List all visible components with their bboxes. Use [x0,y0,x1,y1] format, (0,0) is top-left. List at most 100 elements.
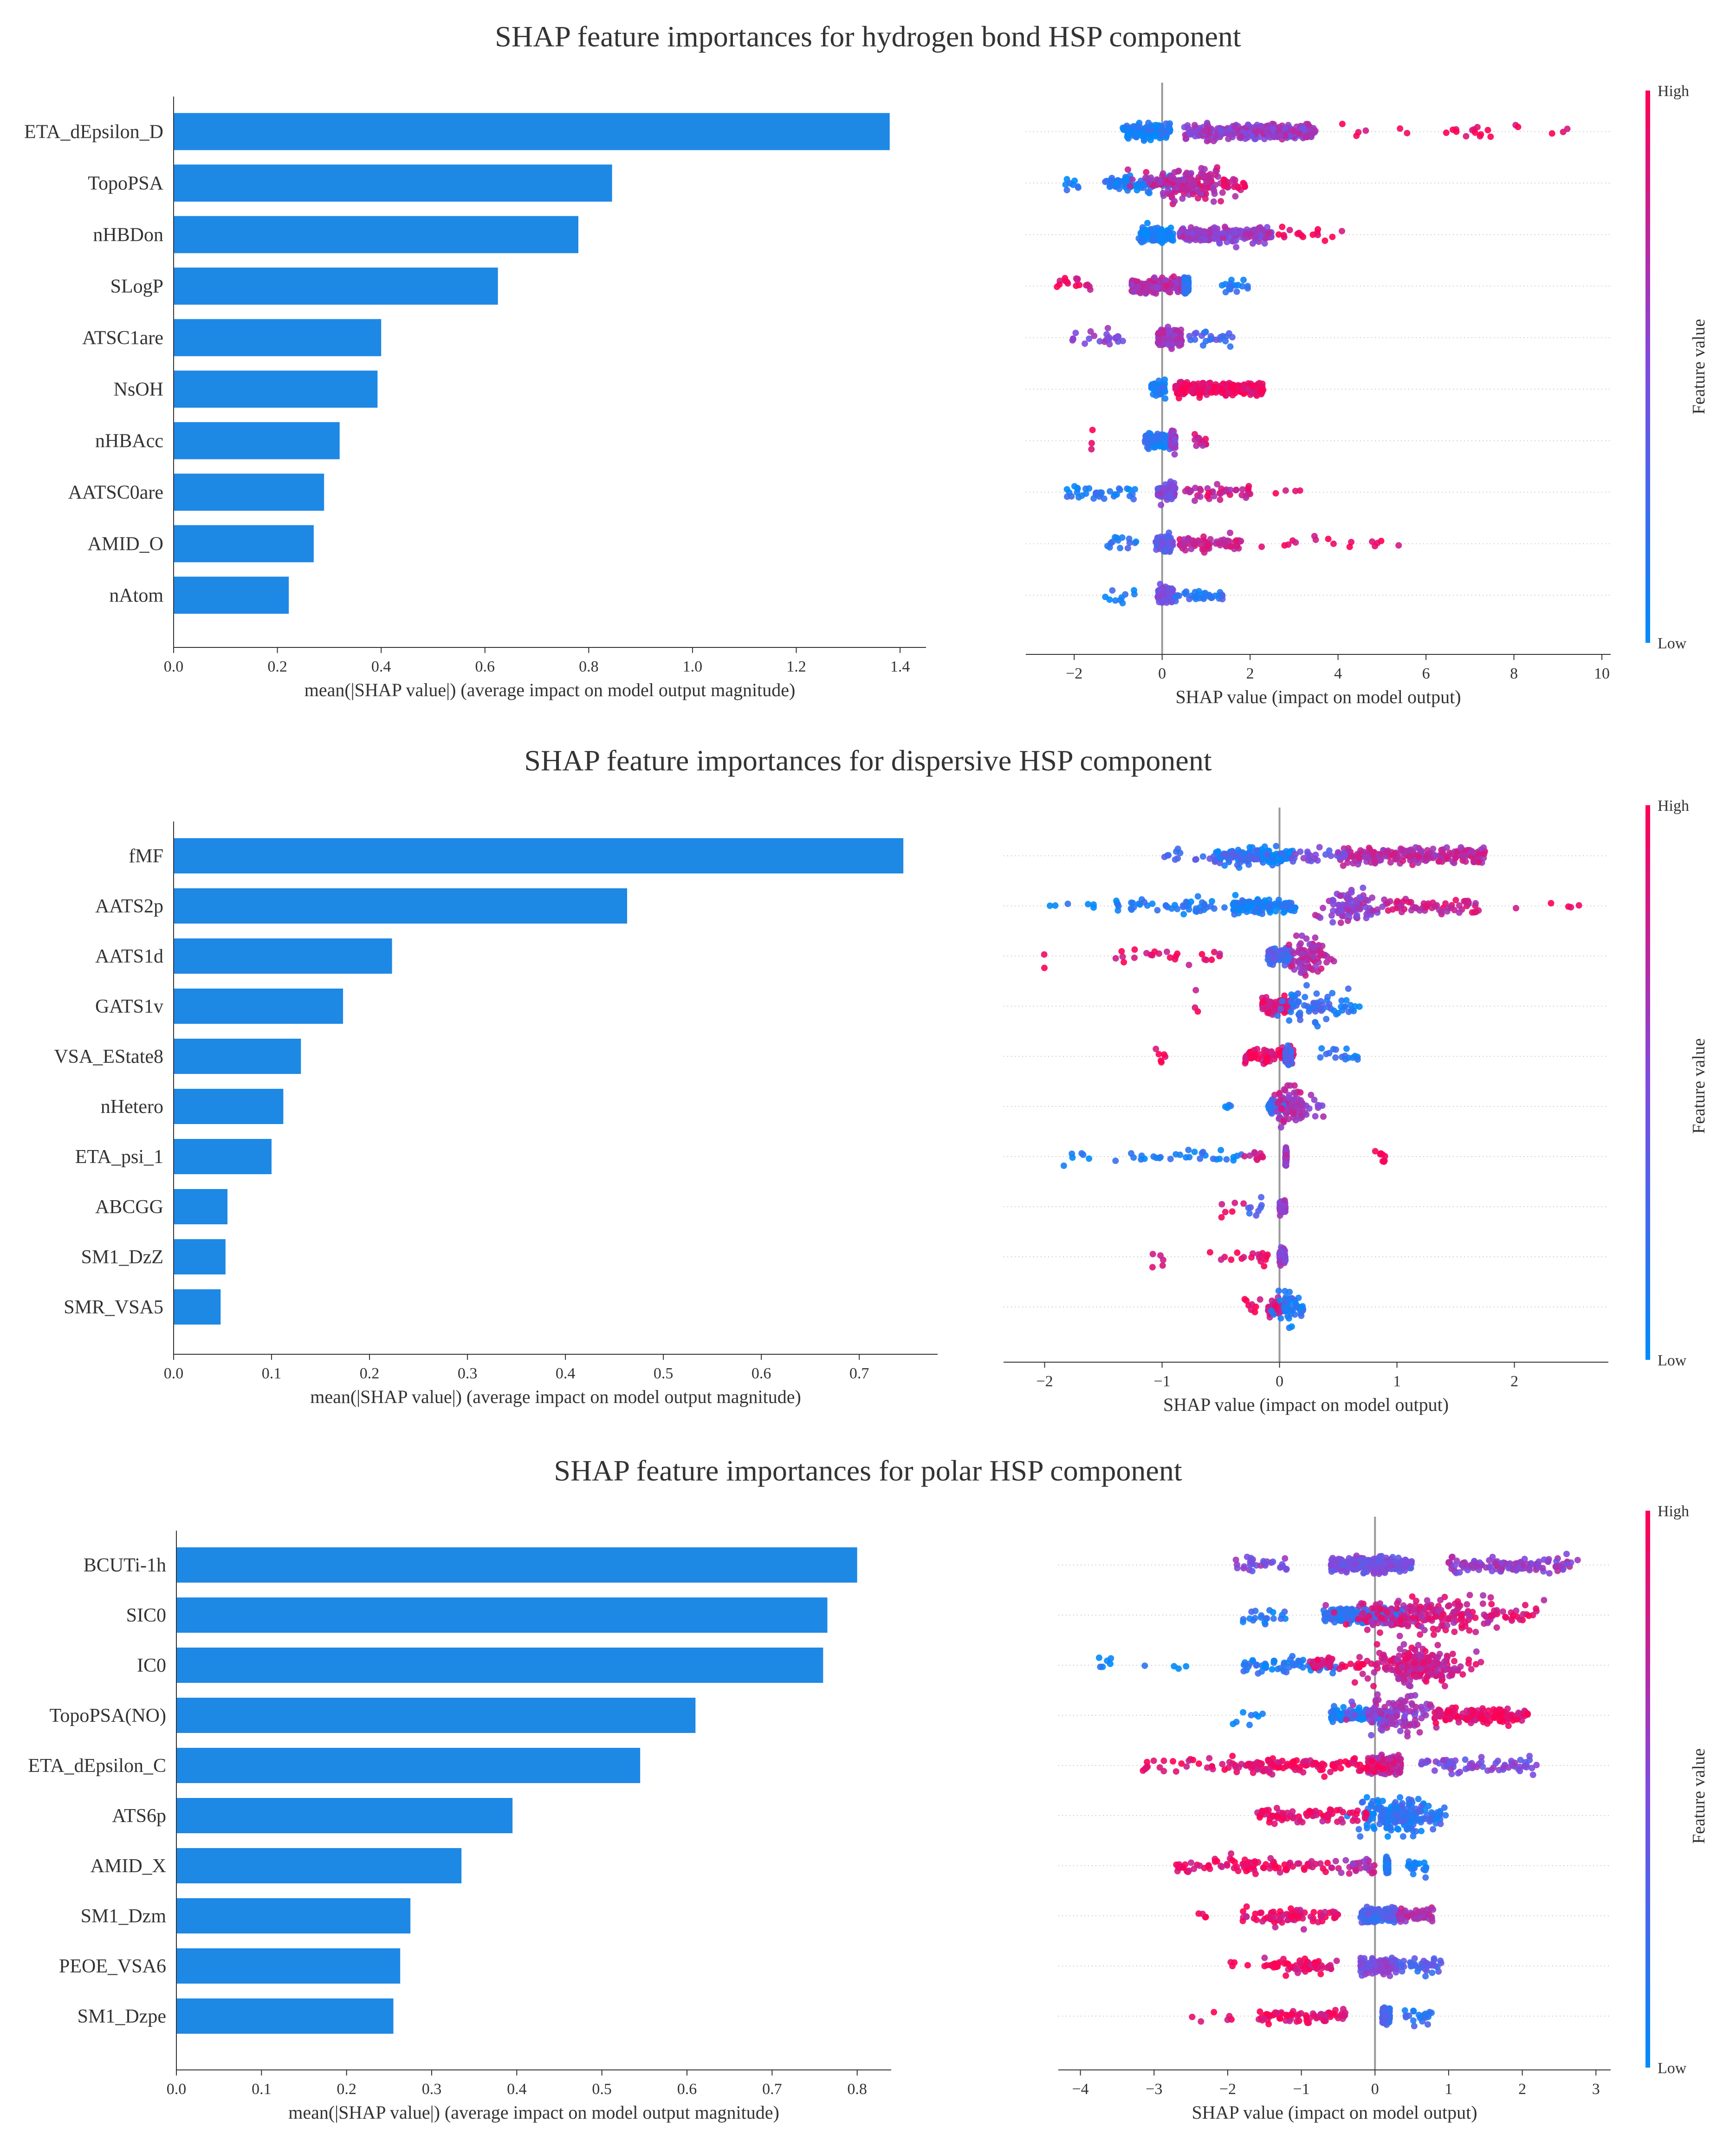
swarm-point [1244,121,1251,128]
swarm-point [1258,1194,1265,1201]
swarm-point [1303,1102,1310,1109]
swarm-point [1374,539,1381,546]
swarm-point [1295,1105,1302,1112]
bar-x-tick-label: 0.8 [579,658,599,675]
swarm-point [1140,132,1147,139]
swarm-point [1276,1252,1283,1259]
swarm-point [1282,487,1289,494]
swarm-point [1354,1056,1361,1063]
swarm-point [1290,128,1297,135]
swarm-point [1231,123,1238,130]
bar-x-tick-label: 0.2 [337,2081,356,2098]
bar-PEOE_VSA6 [176,1948,401,1984]
panel-title: SHAP feature importances for dispersive … [524,744,1211,777]
swarm-point [1150,438,1157,445]
swarm-point [1087,328,1094,335]
swarm-point [1316,844,1323,851]
bar-AATS2p [174,888,628,924]
bar-label: VSA_EState8 [54,1046,163,1067]
swarm-point [1192,1004,1198,1011]
swarm-point [1297,848,1304,855]
swarm-point [1219,189,1226,196]
bar-label: ETA_dEpsilon_D [24,122,163,143]
swarm-point [1192,485,1198,491]
swarm-point [1284,1313,1291,1320]
swarm-point [1078,1150,1085,1157]
panel-title: SHAP feature importances for polar HSP c… [554,1454,1182,1487]
bar-chart: BCUTi-1hSIC0IC0TopoPSA(NO)ETA_dEpsilon_C… [28,1531,891,2123]
swarm-point [1062,275,1069,282]
swarm-x-tick-label: 1 [1393,1373,1401,1390]
swarm-point [1180,911,1187,918]
swarm-point [1222,1209,1229,1216]
bar-x-tick-label: 0.5 [592,2081,612,2098]
bar-label: AMID_O [88,534,163,555]
swarm-point [1410,904,1417,911]
colorbar-high-label: High [1658,83,1689,100]
bar-nHetero [174,1089,284,1124]
swarm-point [1277,1005,1284,1012]
swarm-point [1172,1151,1179,1158]
swarm-point [1104,325,1111,332]
swarm-point [1284,1082,1291,1089]
swarm-point [1338,1003,1345,1010]
swarm-point [1137,237,1144,244]
swarm-point [1115,485,1122,492]
swarm-x-tick-label: −1 [1153,1373,1170,1390]
swarm-point [1112,597,1119,604]
swarm-point [1167,335,1174,342]
swarm-point [1301,1002,1308,1009]
bar-fMF [174,838,904,873]
swarm-point [1211,492,1218,499]
swarm-point [1255,904,1262,911]
swarm-point [1283,1293,1289,1300]
swarm-point [1320,1113,1327,1120]
swarm-point [1191,431,1198,438]
bar-SMR_VSA5 [174,1289,221,1325]
swarm-point [1257,1258,1264,1265]
swarm-point [1158,540,1165,547]
bar-x-tick-label: 0.6 [677,2081,697,2098]
swarm-x-tick-label: 10 [1594,665,1610,682]
swarm-point [1167,1156,1174,1163]
swarm-point [1210,1155,1217,1162]
swarm-point [1218,1201,1225,1208]
swarm-point [1126,492,1133,499]
swarm-point [1312,1113,1319,1120]
swarm-point [1073,275,1080,282]
panel-0: SHAP feature importances for hydrogen bo… [24,20,1709,707]
swarm-point [1172,856,1179,863]
swarm-point [1218,485,1225,492]
bar-SM1_Dzpe [176,1998,394,2034]
swarm-point [1296,487,1303,494]
swarm-point [1210,198,1217,205]
bar-x-tick-label: 0.6 [475,658,495,675]
bar-label: AMID_X [91,1856,166,1877]
bar-label: AATS2p [95,896,163,917]
swarm-point [1166,122,1172,129]
swarm-point [1137,124,1144,131]
swarm-point [1227,543,1234,550]
swarm-point [1162,277,1169,284]
swarm-point [1243,494,1250,501]
swarm-point [1291,1082,1298,1089]
swarm-point [1234,1249,1241,1256]
swarm-point [1240,852,1247,859]
swarm-point [1163,948,1170,955]
swarm-x-axis-label: SHAP value (impact on model output) [1163,1394,1449,1415]
bar-ABCGG [174,1189,228,1224]
swarm-point [1115,903,1122,910]
swarm-x-tick-label: −2 [1036,1373,1053,1390]
swarm-point [1272,908,1279,915]
swarm-point [1227,486,1234,493]
swarm-point [1310,953,1317,960]
swarm-point [1191,1148,1198,1155]
swarm-point [1220,536,1227,543]
swarm-point [1225,136,1232,142]
colorbar-low-label: Low [1658,1352,1687,1369]
swarm-point [1274,133,1281,140]
swarm-point [1268,1106,1275,1113]
swarm-point [1311,1096,1318,1103]
